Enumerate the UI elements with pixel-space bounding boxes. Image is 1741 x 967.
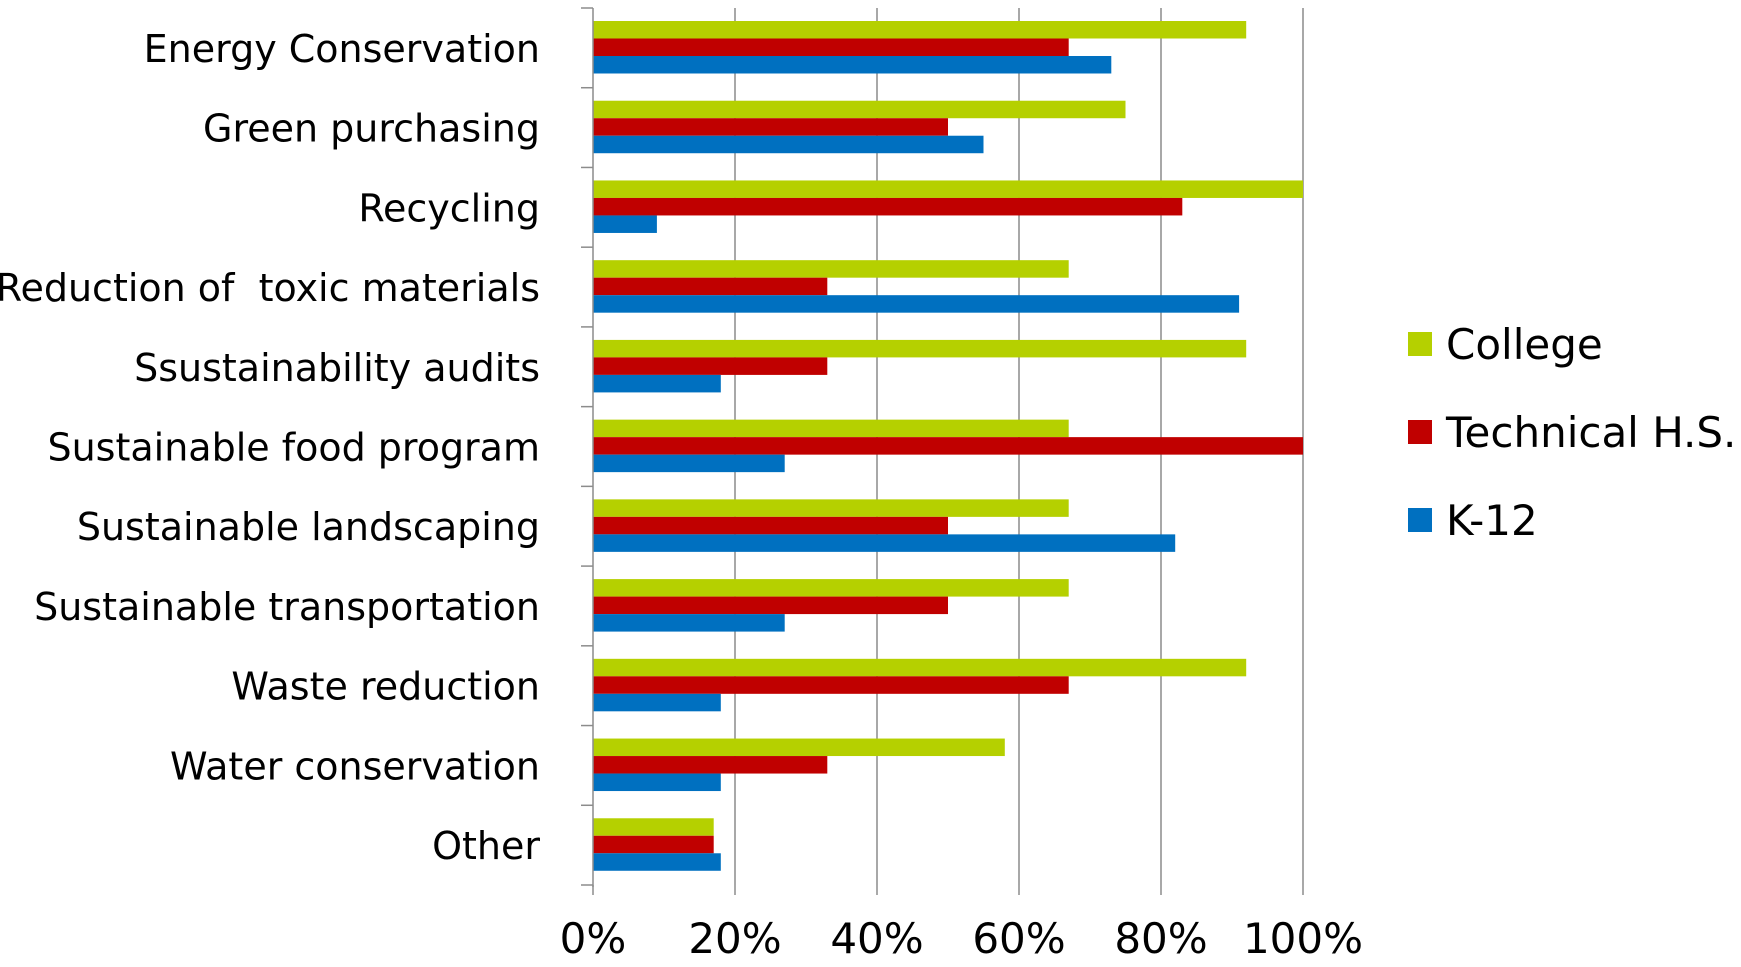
legend-swatch <box>1408 420 1432 444</box>
bar-technical-h-s <box>593 38 1069 56</box>
category-label: Recycling <box>358 186 540 230</box>
legend-label: Technical H.S. <box>1445 408 1736 457</box>
category-label: Waste reduction <box>231 665 540 709</box>
bar-college <box>593 738 1005 757</box>
bar-k-12 <box>593 135 984 154</box>
x-tick-label: 100% <box>1243 914 1363 963</box>
bar-k-12 <box>593 773 721 792</box>
bar-technical-h-s <box>593 596 948 615</box>
category-label: Energy Conservation <box>144 27 540 71</box>
category-label: Ssustainability audits <box>134 346 540 390</box>
bar-k-12 <box>593 215 657 233</box>
bar-k-12 <box>593 374 721 393</box>
bar-technical-h-s <box>593 676 1069 694</box>
bar-technical-h-s <box>593 516 948 535</box>
x-tick-label: 20% <box>688 914 781 963</box>
bar-k-12 <box>593 454 785 473</box>
bar-technical-h-s <box>593 437 1303 455</box>
legend: College Technical H.S. K-12 <box>1408 320 1736 545</box>
category-label: Sustainable transportation <box>34 585 540 629</box>
bar-k-12 <box>593 56 1112 74</box>
legend-swatch <box>1408 332 1432 356</box>
legend-label: College <box>1446 320 1603 369</box>
bar-college <box>593 818 714 836</box>
axis-layer <box>581 7 1304 895</box>
x-tick-label: 40% <box>830 914 923 963</box>
bar-college <box>593 21 1247 39</box>
x-tick-label: 80% <box>1114 914 1207 963</box>
category-label: Other <box>432 824 540 868</box>
category-label: Sustainable food program <box>47 426 540 470</box>
bar-college <box>593 180 1303 198</box>
category-label: Reduction of toxic materials <box>0 266 540 310</box>
bar-technical-h-s <box>593 357 828 375</box>
legend-swatch <box>1408 508 1432 532</box>
bar-technical-h-s <box>593 118 948 136</box>
bar-college <box>593 260 1069 278</box>
legend-label: K-12 <box>1446 496 1538 545</box>
label-layer: 0% 20% 40% 60% 80% 100% Energy Conservation Gre… <box>0 27 1363 963</box>
bar-college <box>593 339 1247 358</box>
bar-technical-h-s <box>593 197 1183 216</box>
bar-college <box>593 499 1069 517</box>
bar-college <box>593 100 1126 119</box>
bar-technical-h-s <box>593 277 828 296</box>
x-tick-label: 0% <box>560 914 627 963</box>
bar-k-12 <box>593 534 1176 552</box>
bar-technical-h-s <box>593 835 714 854</box>
bar-k-12 <box>593 693 721 712</box>
category-label: Sustainable landscaping <box>77 505 540 549</box>
bar-k-12 <box>593 614 785 632</box>
bar-technical-h-s <box>593 756 828 774</box>
x-tick-label: 60% <box>972 914 1065 963</box>
bar-k-12 <box>593 853 721 871</box>
bar-college <box>593 579 1069 597</box>
bar-layer <box>593 21 1303 871</box>
category-label: Water conservation <box>170 744 540 788</box>
bar-college <box>593 658 1247 677</box>
bar-k-12 <box>593 295 1240 313</box>
bar-college <box>593 419 1069 438</box>
category-label: Green purchasing <box>203 107 540 151</box>
